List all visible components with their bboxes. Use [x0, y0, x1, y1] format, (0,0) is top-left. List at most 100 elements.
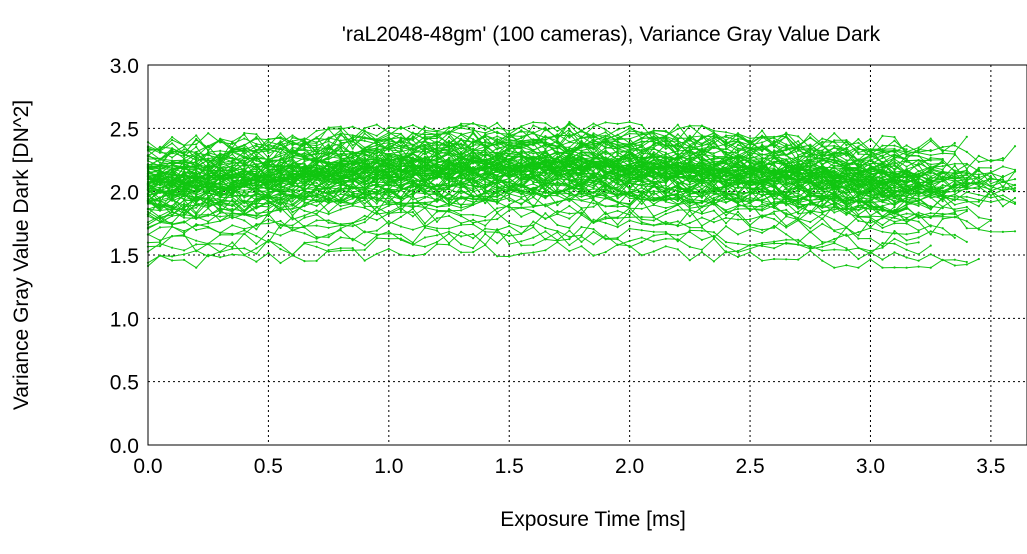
- data-point: [676, 189, 679, 192]
- data-point: [556, 182, 559, 185]
- data-point: [664, 158, 667, 161]
- data-point: [893, 251, 896, 254]
- data-point: [267, 222, 270, 225]
- data-point: [1013, 186, 1017, 190]
- data-point: [375, 154, 378, 157]
- data-point: [387, 247, 390, 250]
- data-point: [158, 226, 162, 229]
- data-point: [664, 237, 667, 240]
- data-point: [411, 243, 414, 246]
- data-point: [435, 209, 439, 212]
- data-point: [785, 212, 788, 215]
- data-point: [544, 176, 547, 179]
- data-point: [195, 224, 198, 227]
- data-point: [327, 200, 330, 203]
- data-point: [905, 233, 908, 236]
- data-point: [255, 228, 258, 231]
- data-point: [628, 149, 631, 152]
- data-point: [977, 198, 980, 201]
- data-point: [1001, 194, 1005, 197]
- data-point: [965, 260, 968, 264]
- data-point: [749, 218, 752, 221]
- data-point: [664, 184, 667, 187]
- data-point: [339, 249, 342, 252]
- data-point: [447, 230, 451, 233]
- data-point: [568, 181, 571, 184]
- data-point: [809, 249, 812, 252]
- data-point: [315, 237, 318, 240]
- data-point: [917, 253, 920, 256]
- data-point: [351, 221, 354, 225]
- data-point: [965, 180, 968, 183]
- data-point: [761, 187, 764, 190]
- data-point: [580, 234, 583, 237]
- data-point: [568, 212, 571, 215]
- data-point: [556, 204, 559, 207]
- data-point: [568, 243, 571, 247]
- data-point: [592, 202, 595, 205]
- data-point: [243, 227, 246, 230]
- data-point: [158, 164, 162, 167]
- data-point: [797, 157, 800, 161]
- data-point: [207, 167, 210, 170]
- data-point: [171, 246, 174, 249]
- data-point: [929, 233, 932, 236]
- data-point: [652, 153, 655, 156]
- data-point: [195, 250, 198, 253]
- data-point: [628, 213, 631, 216]
- data-point: [327, 143, 330, 146]
- data-point: [761, 174, 764, 177]
- data-point: [797, 243, 800, 246]
- data-point: [447, 135, 451, 138]
- data-point: [520, 150, 523, 154]
- data-point: [183, 221, 186, 224]
- data-point: [712, 181, 716, 184]
- data-point: [977, 154, 980, 157]
- data-point: [592, 221, 595, 224]
- data-point: [773, 242, 776, 245]
- data-point: [881, 184, 884, 188]
- data-point: [291, 216, 294, 219]
- data-point: [435, 200, 439, 203]
- data-point: [219, 256, 222, 259]
- data-point: [977, 176, 980, 179]
- data-point: [423, 222, 426, 225]
- data-point: [893, 162, 896, 165]
- data-point: [460, 192, 463, 195]
- data-point: [616, 180, 619, 184]
- data-point: [773, 186, 776, 189]
- data-point: [423, 153, 426, 156]
- data-point: [700, 248, 704, 251]
- data-point: [460, 235, 463, 238]
- series-line: [147, 211, 956, 239]
- data-point: [724, 189, 728, 192]
- data-point: [773, 177, 776, 180]
- data-point: [255, 200, 258, 203]
- data-point: [724, 167, 728, 170]
- data-point: [953, 199, 956, 202]
- data-point: [363, 248, 366, 251]
- data-point: [640, 196, 643, 199]
- data-point: [773, 167, 776, 170]
- data-point: [556, 210, 559, 213]
- data-point: [484, 230, 487, 233]
- data-point: [628, 159, 631, 162]
- data-point: [375, 237, 378, 240]
- data-point: [941, 189, 944, 192]
- data-point: [183, 186, 186, 189]
- data-point: [327, 221, 330, 224]
- data-point: [375, 213, 378, 216]
- data-point: [953, 195, 956, 199]
- data-point: [171, 255, 174, 258]
- data-point: [484, 219, 487, 222]
- data-point: [652, 151, 655, 154]
- data-point: [857, 234, 860, 237]
- data-point: [339, 229, 342, 232]
- data-point: [749, 186, 752, 189]
- data-point: [845, 159, 848, 162]
- data-point: [724, 185, 728, 188]
- data-point: [724, 251, 728, 254]
- data-point: [472, 153, 475, 157]
- data-point: [628, 227, 631, 230]
- data-point: [785, 196, 788, 199]
